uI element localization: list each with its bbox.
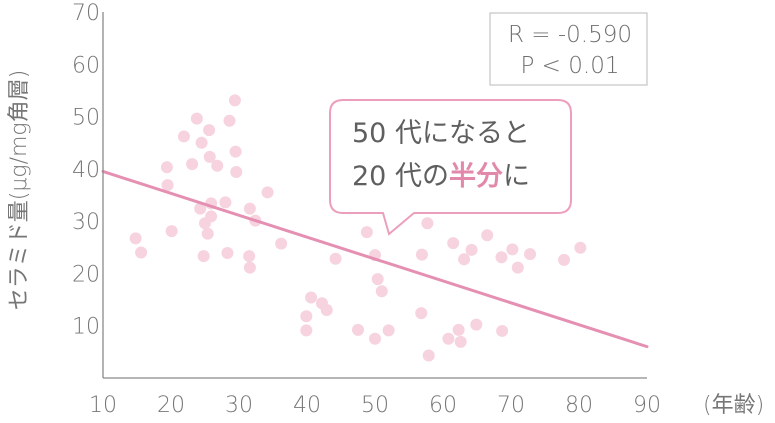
callout-highlight: 半分 <box>449 161 503 192</box>
y-tick-30: 30 <box>72 210 100 235</box>
x-tick-60: 60 <box>429 393 457 418</box>
data-point-48 <box>442 332 455 345</box>
data-point-52 <box>458 253 471 266</box>
data-point-17 <box>205 210 218 223</box>
data-point-33 <box>305 291 318 304</box>
x-tick-labels: 10 20 30 40 50 60 70 80 90 <box>89 393 661 418</box>
data-point-45 <box>415 248 428 261</box>
y-tick-20: 20 <box>72 262 100 287</box>
data-point-9 <box>194 202 207 215</box>
data-point-50 <box>452 323 465 336</box>
x-tick-70: 70 <box>497 393 525 418</box>
y-tick-10: 10 <box>72 315 100 340</box>
data-point-18 <box>211 159 224 172</box>
data-point-38 <box>360 226 373 239</box>
data-point-11 <box>197 250 210 263</box>
data-point-62 <box>574 241 587 254</box>
data-point-40 <box>369 332 381 345</box>
data-point-1 <box>129 232 142 245</box>
data-point-58 <box>506 243 519 256</box>
correlation-r: R = -0.590 <box>508 22 632 48</box>
x-tick-10: 10 <box>89 393 117 418</box>
y-tick-labels: 10 20 30 40 50 60 70 <box>72 1 100 340</box>
data-point-13 <box>201 227 214 240</box>
callout-line-1: 50 代になると <box>352 118 530 149</box>
regression-line <box>101 169 649 349</box>
data-point-49 <box>447 237 460 250</box>
data-point-43 <box>382 324 395 337</box>
data-point-32 <box>300 324 313 337</box>
data-point-41 <box>371 273 384 286</box>
statistics-box: R = -0.590 P < 0.01 <box>489 12 648 86</box>
data-point-59 <box>511 261 524 274</box>
data-point-4 <box>161 179 174 192</box>
x-tick-20: 20 <box>157 393 185 418</box>
y-tick-60: 60 <box>72 53 100 78</box>
data-point-15 <box>203 150 216 163</box>
data-point-10 <box>195 136 208 149</box>
data-point-14 <box>203 124 216 137</box>
callout-bubble: 50 代になると 20 代の半分に <box>329 99 572 236</box>
data-point-42 <box>375 285 388 298</box>
x-axis-title: (年齢) <box>703 393 764 418</box>
data-point-21 <box>223 114 236 127</box>
data-point-30 <box>275 237 288 250</box>
data-point-20 <box>221 247 234 260</box>
data-point-26 <box>243 202 256 215</box>
data-point-47 <box>422 349 435 362</box>
y-tick-50: 50 <box>72 106 100 131</box>
data-point-7 <box>186 158 199 171</box>
x-tick-40: 40 <box>293 393 321 418</box>
data-point-37 <box>352 323 364 336</box>
data-point-2 <box>135 246 148 259</box>
data-point-54 <box>470 318 483 331</box>
data-point-60 <box>524 248 537 261</box>
data-point-36 <box>329 252 342 265</box>
data-point-51 <box>454 335 467 348</box>
x-tick-30: 30 <box>225 393 253 418</box>
data-point-22 <box>228 94 241 107</box>
data-point-19 <box>219 196 232 209</box>
data-point-31 <box>300 310 313 323</box>
data-point-23 <box>229 145 242 158</box>
data-point-3 <box>160 161 173 174</box>
data-point-44 <box>415 307 428 320</box>
x-tick-50: 50 <box>361 393 389 418</box>
data-point-25 <box>243 250 256 263</box>
y-tick-40: 40 <box>72 158 100 183</box>
y-axis-title: セラミド量(μg/mg角層) <box>7 70 32 310</box>
data-point-55 <box>481 229 494 242</box>
data-point-8 <box>190 112 203 125</box>
data-point-53 <box>465 243 478 256</box>
callout-line-2: 20 代の半分に <box>352 161 530 192</box>
callout-line-2-pre: 20 代の <box>352 161 449 192</box>
data-point-27 <box>243 261 256 274</box>
y-tick-70: 70 <box>72 1 100 26</box>
data-point-5 <box>165 225 178 238</box>
data-point-29 <box>261 186 274 199</box>
data-point-57 <box>496 324 509 337</box>
data-point-24 <box>230 165 243 178</box>
data-point-35 <box>320 304 333 317</box>
x-tick-90: 90 <box>633 393 661 418</box>
data-point-61 <box>558 253 571 266</box>
data-point-46 <box>421 217 434 230</box>
x-tick-80: 80 <box>565 393 593 418</box>
data-point-6 <box>177 130 190 143</box>
data-point-56 <box>495 251 508 264</box>
p-value: P < 0.01 <box>521 53 620 79</box>
callout-line-2-post: に <box>503 161 530 192</box>
data-points <box>129 94 587 362</box>
